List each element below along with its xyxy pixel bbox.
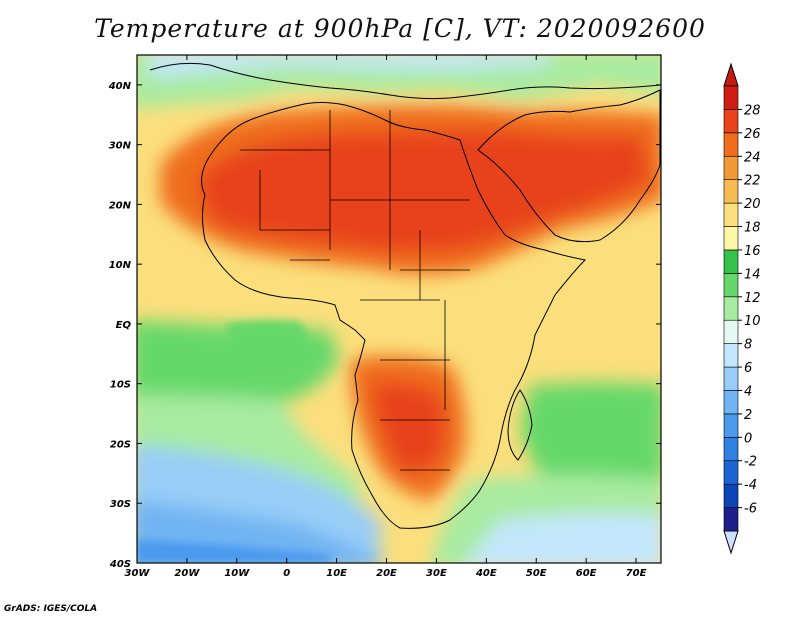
x-tick-label: 20E <box>376 568 397 579</box>
colorbar-label: 8 <box>744 338 752 353</box>
colorbar-swatch <box>723 132 739 157</box>
colorbar-swatch <box>723 366 739 391</box>
y-tick-label: 40S <box>109 559 131 570</box>
colorbar-label: 2 <box>744 408 752 423</box>
y-axis-ticks: 40N 30N 20N 10N EQ 10S 20S 30S 40S <box>108 81 661 570</box>
colorbar-swatch <box>723 155 739 180</box>
colorbar-swatch <box>723 483 739 508</box>
coastlines <box>149 62 661 529</box>
field-southafrica-hot <box>370 382 445 472</box>
y-tick-label: 30N <box>109 141 132 152</box>
field-sahara-hot <box>199 130 650 252</box>
colorbar-swatch <box>723 319 739 344</box>
x-tick-label: 60E <box>576 568 597 579</box>
colorbar-under-triangle <box>723 530 739 555</box>
colorbar-swatch <box>723 179 739 204</box>
x-tick-label: 10W <box>224 568 250 579</box>
x-tick-label: 0 <box>283 568 290 579</box>
mediterranean-coastline <box>149 62 661 100</box>
colorbar-swatch <box>723 296 739 321</box>
colorbar-swatch <box>723 507 739 532</box>
y-tick-label: 20S <box>110 439 131 450</box>
colorbar-swatch <box>723 437 739 462</box>
colorbar-swatch <box>723 109 739 134</box>
colorbar-swatch <box>723 390 739 415</box>
colorbar-swatch <box>723 413 739 438</box>
colorbar-label: 14 <box>744 267 761 282</box>
arabia-coastline <box>477 89 661 243</box>
colorbar-label: 22 <box>744 174 761 189</box>
field-indianocean-green <box>520 382 661 497</box>
x-tick-label: 70E <box>626 568 647 579</box>
y-tick-label: 10N <box>109 260 132 271</box>
field-north-cold <box>150 55 554 78</box>
y-tick-label: EQ <box>116 320 132 331</box>
map-title: Temperature at 900hPa [C], VT: 202009260… <box>94 14 706 43</box>
colorbar-swatch <box>723 273 739 298</box>
x-tick-label: 50E <box>526 568 547 579</box>
colorbar-label: 20 <box>744 197 761 212</box>
x-tick-label: 30W <box>125 568 151 579</box>
colorbar-label: 4 <box>744 384 752 399</box>
africa-coastline <box>201 102 587 529</box>
temperature-field <box>137 55 661 563</box>
x-tick-label: 10E <box>326 568 347 579</box>
colorbar-label: -6 <box>744 502 757 517</box>
y-tick-label: 40N <box>108 81 132 92</box>
field-guinea-green <box>225 320 308 362</box>
y-tick-label: 20N <box>109 200 132 211</box>
x-tick-label: 40E <box>475 568 497 579</box>
country-borders <box>240 110 470 471</box>
colorbar-over-triangle <box>723 62 739 87</box>
colorbar-swatch <box>723 249 739 274</box>
colorbar-label: 10 <box>744 314 761 329</box>
colorbar-swatch <box>723 226 739 251</box>
x-tick-label: 20W <box>174 568 200 579</box>
colorbar-swatch <box>723 343 739 368</box>
colorbar-label: -4 <box>744 478 757 493</box>
plot-frame <box>136 54 662 564</box>
grads-credit: GrADS: IGES/COLA <box>4 604 98 614</box>
colorbar-swatch <box>723 85 739 110</box>
colorbar-label: 26 <box>744 127 761 142</box>
y-tick-label: 30S <box>110 499 131 510</box>
colorbar-label: 6 <box>744 361 752 376</box>
colorbar-label: -2 <box>744 455 757 470</box>
field-far-south-blue <box>137 540 330 563</box>
colorbar-label: 16 <box>744 244 761 259</box>
colorbar-swatch <box>723 202 739 227</box>
y-tick-label: 10S <box>110 380 131 391</box>
x-tick-label: 30E <box>426 568 447 579</box>
field-north-cool <box>137 55 661 110</box>
colorbar-label: 0 <box>744 431 752 446</box>
x-axis-ticks: 30W 20W 10W 0 10E 20E 30E 40E 50E 60E 70E <box>125 55 647 579</box>
field-south-indian-cold <box>465 513 661 563</box>
colorbar-label: 24 <box>744 150 761 165</box>
colorbar-label: 18 <box>744 221 761 236</box>
colorbar-swatch <box>723 460 739 485</box>
colorbar-label: 28 <box>744 103 761 118</box>
madagascar-coastline <box>507 389 533 461</box>
colorbar-label: 12 <box>744 291 761 306</box>
